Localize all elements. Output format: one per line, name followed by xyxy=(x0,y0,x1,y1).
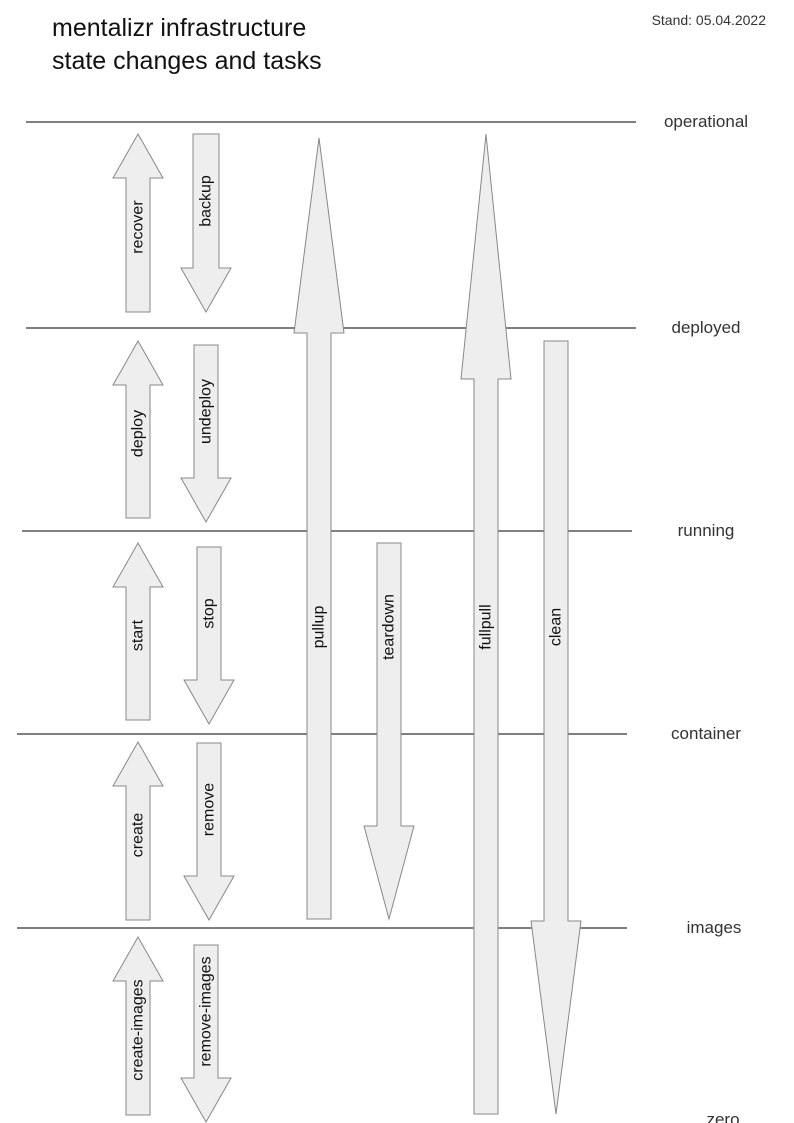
arrow-create xyxy=(112,740,164,921)
arrow-fullpull xyxy=(460,133,512,1115)
level-label-deployed: deployed xyxy=(671,318,741,337)
arrow-remove-images xyxy=(180,944,232,1123)
stand-date: Stand: 05.04.2022 xyxy=(651,12,766,28)
arrow-label-clean: clean xyxy=(548,608,565,646)
level-label-operational: operational xyxy=(663,112,749,131)
arrow-label-recover: recover xyxy=(130,200,147,254)
arrow-clean xyxy=(530,340,582,1115)
arrow-label-teardown: teardown xyxy=(381,594,398,660)
arrow-remove xyxy=(183,742,235,922)
arrow-pullup xyxy=(293,137,345,920)
arrow-label-remove: remove xyxy=(201,783,218,836)
arrow-label-stop: stop xyxy=(201,598,218,628)
arrow-label-remove-images: remove-images xyxy=(198,956,215,1066)
arrow-deploy xyxy=(112,339,164,519)
arrow-label-pullup: pullup xyxy=(311,606,328,649)
task-arrows: recover backup deploy undeploy start stop crea… xyxy=(112,132,582,1123)
arrow-create-images xyxy=(112,935,164,1116)
arrow-stop xyxy=(183,546,235,726)
arrow-undeploy xyxy=(180,344,232,524)
level-label-zero: zero xyxy=(706,1110,740,1123)
level-label-running: running xyxy=(677,521,735,540)
arrow-label-deploy: deploy xyxy=(130,410,147,457)
arrow-label-create-images: create-images xyxy=(130,979,147,1080)
arrow-start xyxy=(112,541,164,721)
title-line-2: state changes and tasks xyxy=(52,47,322,75)
arrow-label-undeploy: undeploy xyxy=(198,379,215,444)
level-label-container: container xyxy=(671,724,741,743)
title-line-1: mentalizr infrastructure xyxy=(52,14,307,42)
arrow-label-start: start xyxy=(130,619,147,651)
arrow-label-create: create xyxy=(130,813,147,858)
arrow-backup xyxy=(180,133,232,314)
arrow-label-fullpull: fullpull xyxy=(478,604,495,649)
arrow-teardown xyxy=(363,542,415,921)
arrow-label-backup: backup xyxy=(198,175,215,227)
arrow-recover xyxy=(112,132,164,313)
level-label-images: images xyxy=(686,918,742,937)
